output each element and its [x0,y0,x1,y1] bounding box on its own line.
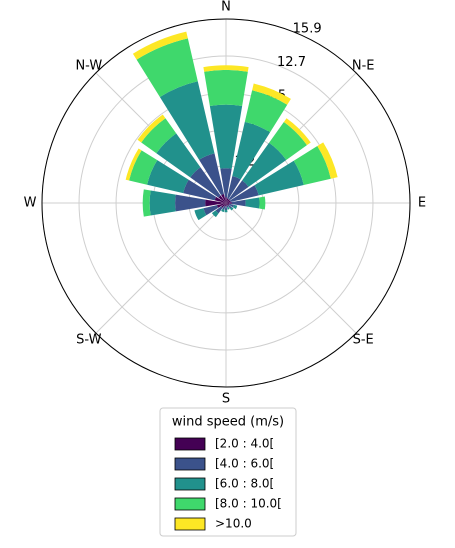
wedge [214,196,226,203]
legend-swatch [174,477,206,491]
wedge [221,208,225,213]
wedge [220,168,232,198]
wedge [226,203,230,205]
wedge [226,202,232,204]
wedge [242,142,287,187]
wedge [132,31,188,60]
wedge [259,196,266,210]
wedge [226,203,229,206]
wedge [252,83,291,105]
spoke [95,202,227,334]
wedge [224,209,228,213]
wedge [254,160,304,196]
wedge [228,180,249,201]
wedge [125,148,142,181]
wedge [232,121,271,180]
legend-title: wind speed (m/s) [172,415,284,430]
r-tick-label: 12.7 [277,55,306,70]
wedge [142,189,151,217]
wedge [226,203,228,206]
wedge [226,204,229,208]
wedge [190,167,221,198]
wedge [245,197,260,209]
wedge [204,69,248,106]
wedge [199,153,224,196]
wedge [159,81,215,160]
wedge [215,206,223,214]
direction-label: S-E [353,333,374,348]
wedge [129,150,158,185]
wedge [209,104,243,169]
wedge [194,208,207,221]
wedge [221,193,226,203]
legend-label: [6.0 : 8.0[ [215,477,274,491]
wedge [141,118,177,154]
wedge [226,199,230,203]
wedge [226,200,231,203]
wedge [317,142,338,179]
r-tick-label: 15.9 [293,21,322,36]
legend-swatch [174,517,206,531]
spoke [225,202,357,334]
wedge [244,90,288,133]
wedge [156,133,201,178]
wedge [218,195,226,203]
wedge [225,203,227,207]
wedge [228,203,234,208]
wedge [203,65,249,72]
legend-swatch [174,497,206,511]
wedge [137,114,166,143]
direction-label: S [222,392,230,407]
direction-label: E [418,196,426,211]
direction-label: N-W [75,58,102,73]
wedge [230,207,234,211]
legend-label: [2.0 : 4.0[ [215,437,274,451]
direction-label: N-E [352,58,375,73]
wedge [147,160,189,194]
wedge [225,197,227,203]
wedge [283,118,311,146]
wedge [221,203,226,208]
wedge [228,205,232,209]
legend-label: >10.0 [215,517,252,531]
wedge [175,194,206,212]
wedge [227,206,230,210]
wedge [216,203,226,208]
wedge [222,205,226,210]
direction-label: S-W [76,333,101,348]
outer-ring [41,18,411,388]
wedge [269,122,307,160]
wedge [231,199,246,207]
direction-label: W [24,196,37,211]
wedge [183,179,217,201]
legend-swatch [174,457,206,471]
wedge [229,185,259,202]
wedge [226,198,229,203]
wedge [293,146,331,185]
grid-circle [78,55,374,351]
legend-label: [4.0 : 6.0[ [215,457,274,471]
wedge [149,190,176,216]
legend-swatch [174,437,206,451]
direction-label: N [221,0,231,15]
wedge [136,38,198,97]
wedge [227,175,241,200]
wedge [205,199,226,207]
wedge [232,204,238,210]
wedge [224,206,228,210]
wedge [203,205,219,216]
wedge [224,203,226,207]
legend-label: [8.0 : 10.0[ [215,497,282,511]
wedge [211,210,219,218]
